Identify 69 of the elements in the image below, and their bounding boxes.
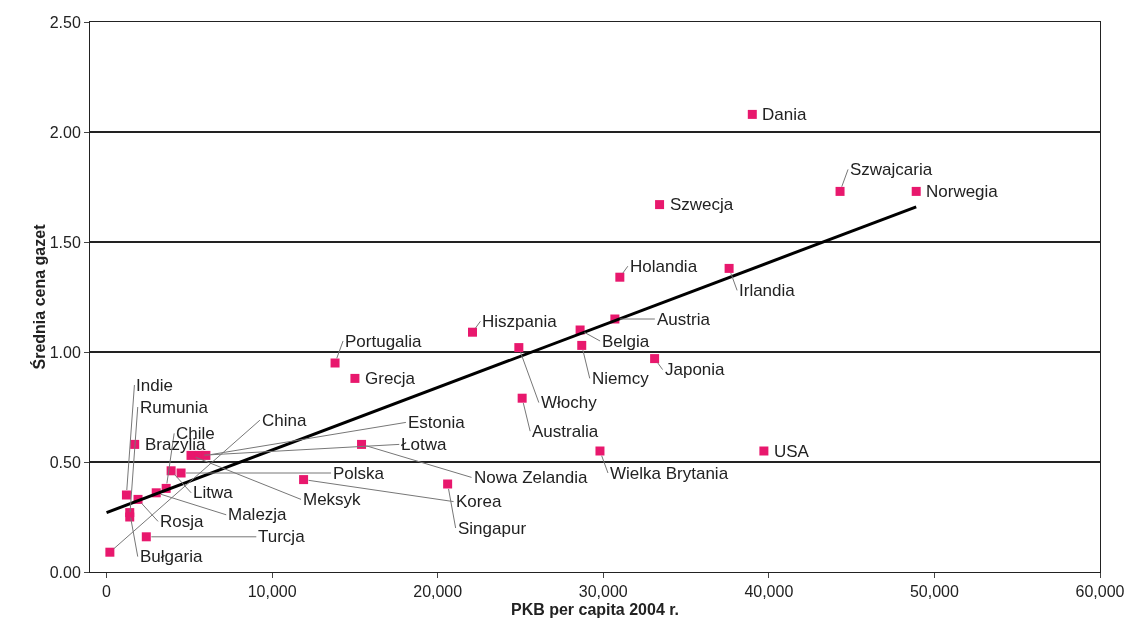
point	[615, 272, 625, 282]
data-label: Turcja	[258, 527, 306, 546]
y-tick-label: 1.00	[49, 343, 81, 361]
data-label: Grecja	[365, 369, 416, 388]
y-axis-title: Średnia cena gazet	[29, 223, 48, 370]
x-tick-label: 20,000	[413, 583, 463, 601]
y-tick-label: 0.00	[49, 563, 81, 581]
point	[835, 186, 845, 196]
data-label: China	[262, 411, 307, 430]
data-label: Wielka Brytania	[610, 464, 729, 483]
x-axis-title: PKB per capita 2004 r.	[510, 600, 680, 618]
point	[299, 475, 309, 485]
point	[176, 468, 186, 478]
y-tick-label: 2.50	[49, 13, 81, 31]
point	[467, 327, 477, 337]
data-label: Niemcy	[592, 369, 650, 388]
data-label: Belgia	[602, 332, 650, 351]
point	[121, 490, 131, 500]
point	[911, 186, 921, 196]
point	[517, 393, 527, 403]
x-tick-label: 40,000	[744, 583, 794, 601]
data-label: Meksyk	[303, 490, 362, 509]
point	[350, 373, 360, 383]
data-label: Dania	[762, 105, 807, 124]
data-label: Singapur	[458, 519, 527, 538]
data-label: Japonia	[665, 360, 726, 379]
data-label: Rosja	[160, 512, 205, 531]
data-label: Bułgaria	[140, 547, 203, 566]
data-label: Austria	[657, 310, 711, 329]
data-label: Włochy	[541, 393, 598, 412]
data-label: Łotwa	[401, 435, 447, 454]
point	[443, 479, 453, 489]
data-label: Holandia	[630, 257, 698, 276]
point	[759, 446, 769, 456]
y-tick-label: 1.50	[49, 233, 81, 251]
point	[577, 340, 587, 350]
point	[595, 446, 605, 456]
point	[514, 343, 524, 353]
point	[125, 512, 135, 522]
x-tick-label: 30,000	[578, 583, 628, 601]
point	[330, 358, 340, 368]
point	[105, 547, 115, 557]
data-label: Portugalia	[345, 332, 423, 351]
data-label: Szwecja	[670, 195, 734, 214]
x-tick-label: 60,000	[1075, 583, 1125, 601]
data-label: Indie	[136, 376, 173, 395]
data-label: Estonia	[408, 413, 466, 432]
data-label: Malezja	[228, 505, 288, 524]
data-label: Hiszpania	[482, 312, 558, 331]
point	[650, 354, 660, 364]
data-label: Irlandia	[739, 281, 796, 300]
data-label: Nowa Zelandia	[474, 468, 588, 487]
data-label: USA	[774, 442, 810, 461]
data-label: Litwa	[193, 483, 234, 502]
point	[655, 200, 665, 210]
data-label: Rumunia	[140, 398, 209, 417]
x-tick-label: 10,000	[247, 583, 297, 601]
point	[141, 532, 151, 542]
data-label: Korea	[456, 492, 502, 511]
y-tick-label: 2.00	[49, 123, 81, 141]
x-tick-label: 50,000	[909, 583, 959, 601]
data-label: Australia	[532, 422, 599, 441]
x-tick-label: 0	[102, 583, 112, 601]
y-tick-label: 0.50	[49, 453, 81, 471]
data-label: Polska	[333, 464, 385, 483]
point	[724, 263, 734, 273]
data-label: Norwegia	[926, 182, 999, 201]
data-label: Szwajcaria	[850, 160, 933, 179]
point	[747, 109, 757, 119]
